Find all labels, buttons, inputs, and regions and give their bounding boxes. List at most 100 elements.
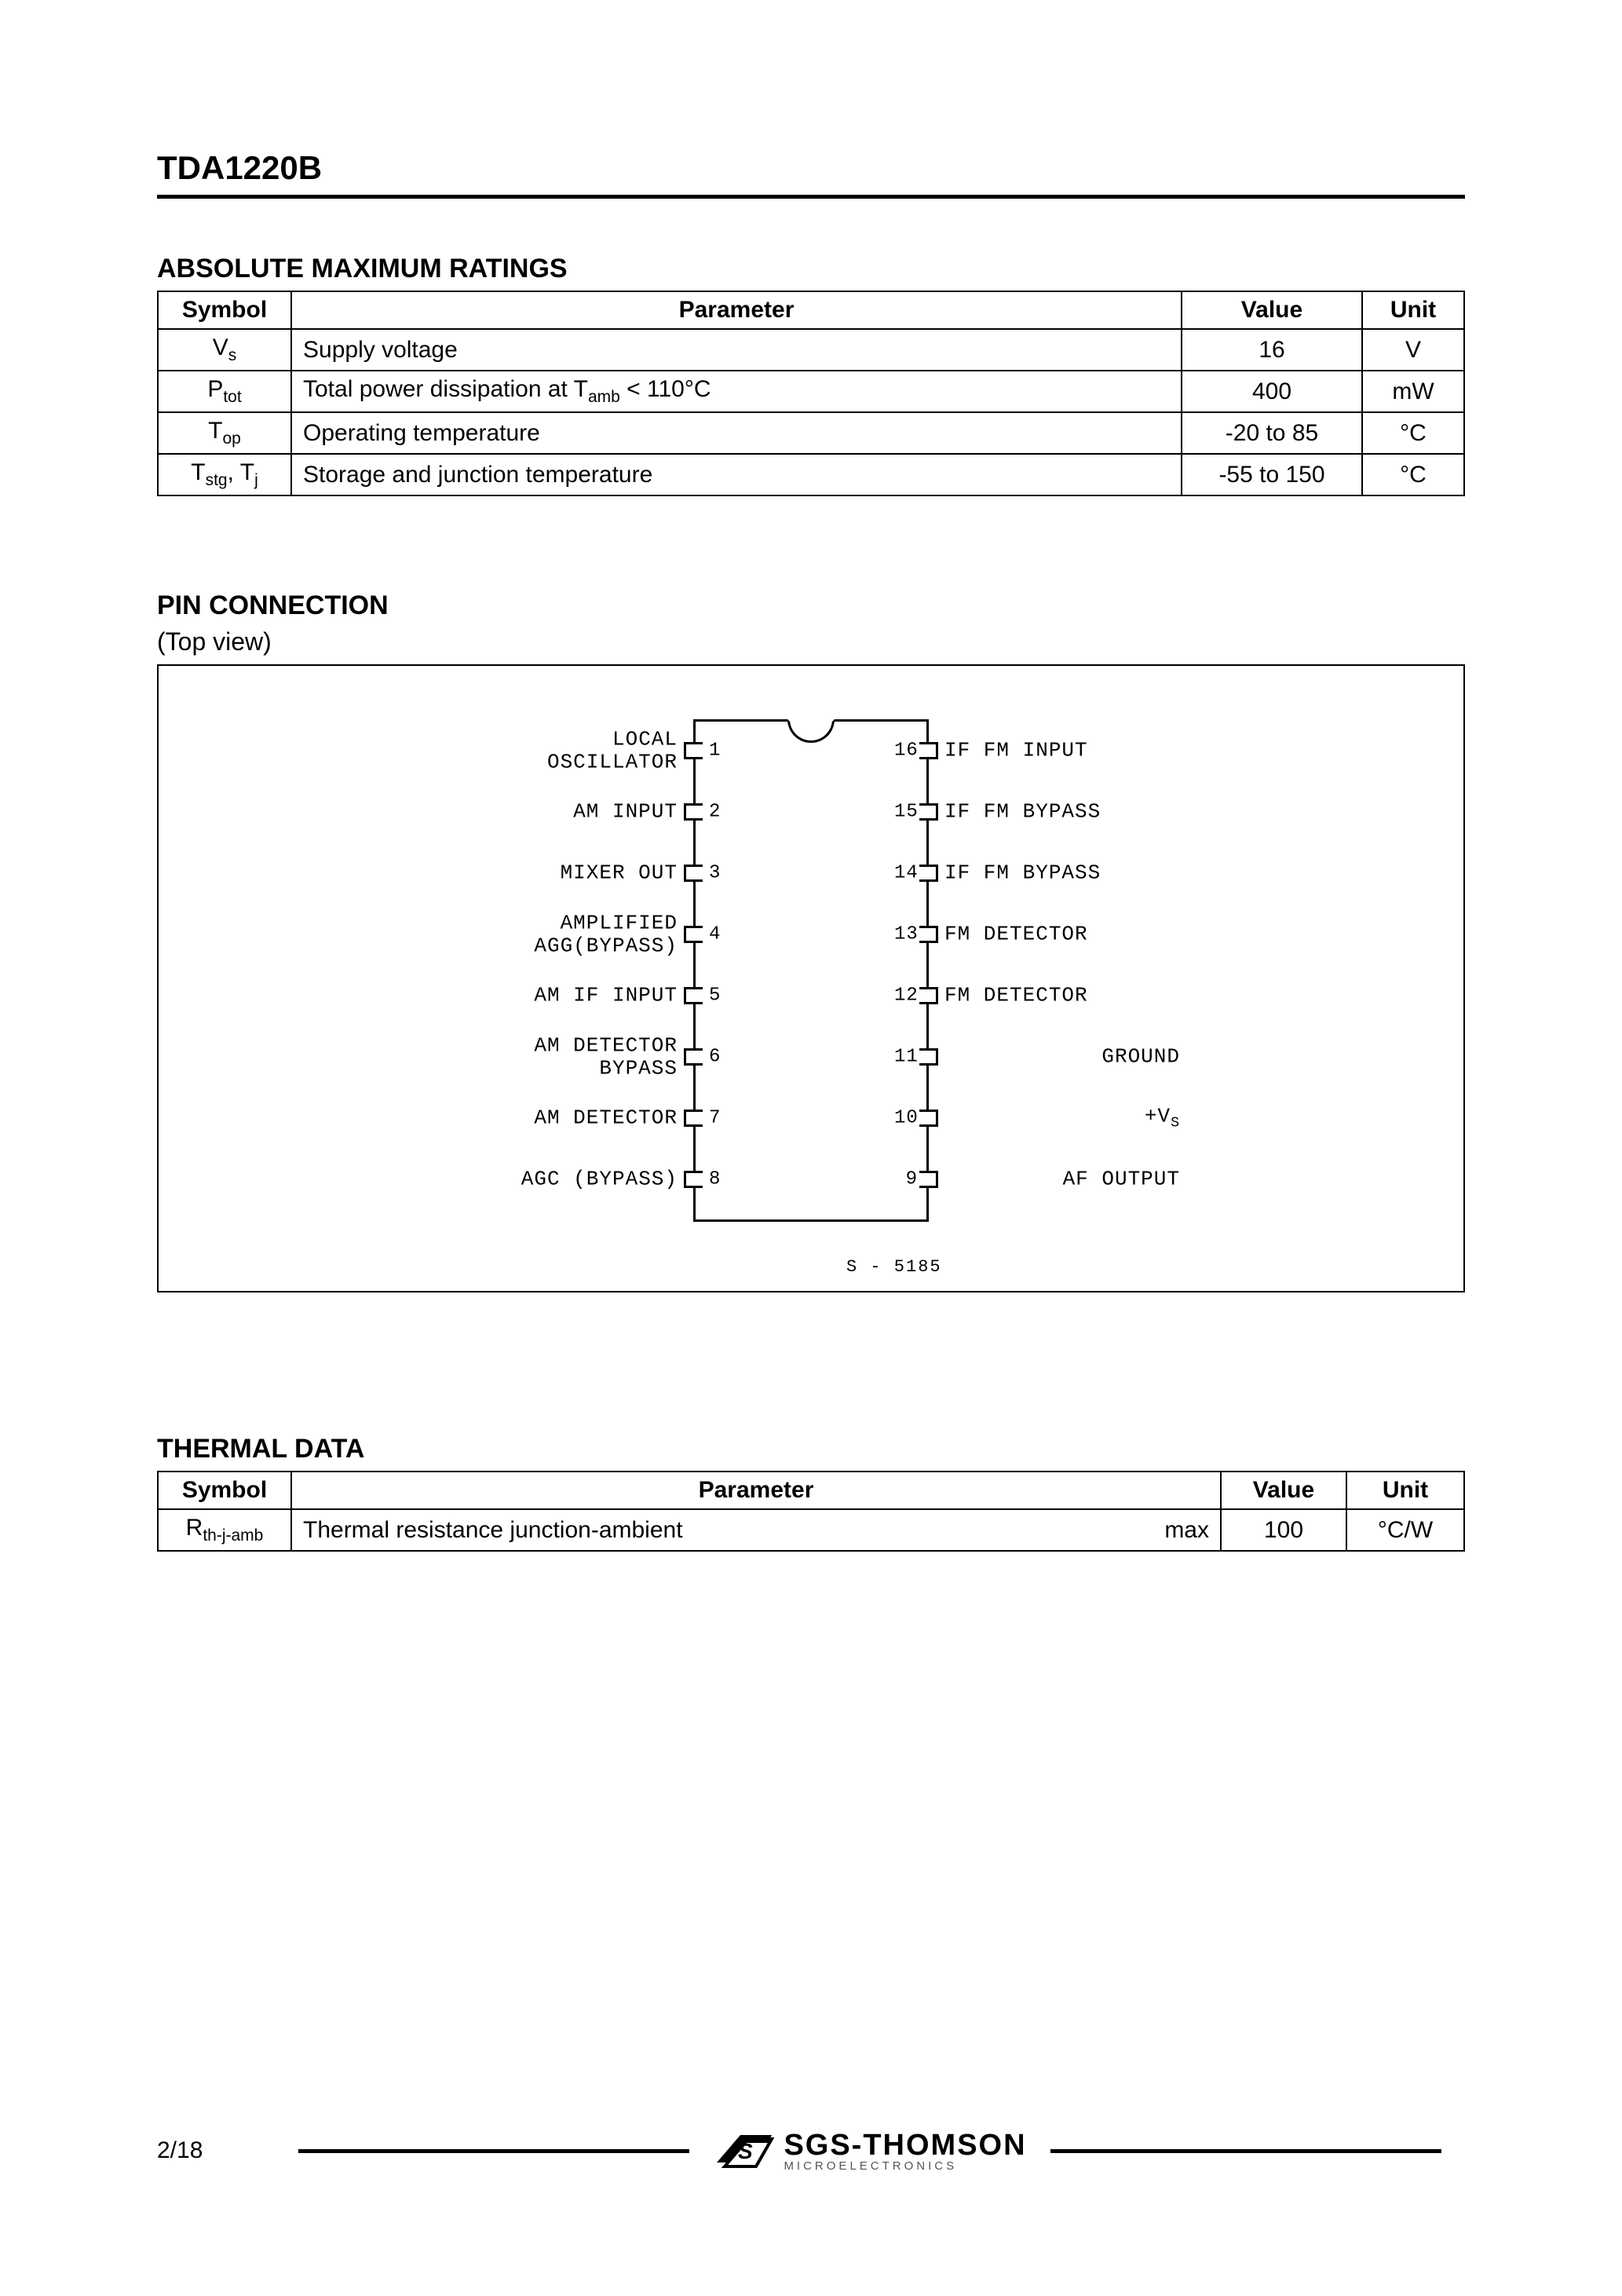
cell-value: -55 to 150 [1182, 454, 1362, 495]
pin-tick-right [919, 865, 938, 882]
pin-tick-left [684, 1110, 703, 1127]
pin-label-right: IF FM INPUT [944, 740, 1180, 762]
cell-value: 100 [1221, 1509, 1346, 1551]
abs-max-th-unit: Unit [1362, 291, 1464, 329]
pin-label-right: AF OUTPUT [944, 1168, 1180, 1191]
footer-rule-right [1050, 2149, 1441, 2153]
pin-tick-left [684, 742, 703, 759]
pin-conn-title: PIN CONNECTION [157, 590, 1465, 621]
pin-diagram-frame: LOCALOSCILLATOR116IF FM INPUTAM INPUT215… [157, 664, 1465, 1292]
pin-number-left: 1 [709, 740, 721, 762]
table-row: Tstg, TjStorage and junction temperature… [158, 454, 1464, 495]
pin-number-left: 6 [709, 1047, 721, 1068]
pin-label-left: AMPLIFIEDAGG(BYPASS) [442, 912, 678, 956]
pin-label-left: AM DETECTORBYPASS [442, 1034, 678, 1079]
cell-param: Operating temperature [291, 412, 1182, 454]
cell-param: Thermal resistance junction-ambientmax [291, 1509, 1221, 1551]
chip-body [693, 719, 929, 1222]
pin-number-left: 5 [709, 985, 721, 1007]
page-number: 2/18 [157, 2137, 275, 2164]
cell-value: 16 [1182, 329, 1362, 371]
logo-text-sub: MICROELECTRONICS [784, 2160, 1026, 2172]
cell-value: -20 to 85 [1182, 412, 1362, 454]
pin-tick-left [684, 865, 703, 882]
pin-number-left: 2 [709, 802, 721, 823]
pin-label-right: IF FM BYPASS [944, 862, 1180, 885]
st-logo: S T SGS-THOMSON MICROELECTRONICS [713, 2127, 1026, 2174]
pin-label-right: GROUND [944, 1046, 1180, 1069]
cell-unit: V [1362, 329, 1464, 371]
pin-tick-left [684, 1048, 703, 1066]
abs-max-title: ABSOLUTE MAXIMUM RATINGS [157, 254, 1465, 284]
pin-label-right: IF FM BYPASS [944, 801, 1180, 824]
part-number: TDA1220B [157, 149, 1465, 187]
pin-tick-right [919, 1048, 938, 1066]
svg-text:T: T [751, 2139, 766, 2163]
pin-tick-right [919, 987, 938, 1004]
pin-label-left: MIXER OUT [442, 862, 678, 885]
pin-tick-right [919, 1110, 938, 1127]
pin-label-right: +VS [944, 1105, 1180, 1131]
cell-unit: °C [1362, 412, 1464, 454]
pin-number-right: 14 [894, 863, 918, 884]
pin-label-right: FM DETECTOR [944, 923, 1180, 946]
cell-symbol: Tstg, Tj [158, 454, 291, 495]
pin-label-left: AGC (BYPASS) [442, 1168, 678, 1191]
cell-param: Total power dissipation at Tamb < 110°C [291, 371, 1182, 412]
thermal-th-param: Parameter [291, 1472, 1221, 1509]
pin-number-right: 13 [894, 924, 918, 945]
abs-max-th-param: Parameter [291, 291, 1182, 329]
pin-tick-right [919, 803, 938, 821]
pin-label-left: AM IF INPUT [442, 985, 678, 1007]
pin-number-left: 7 [709, 1108, 721, 1129]
table-row: PtotTotal power dissipation at Tamb < 11… [158, 371, 1464, 412]
pin-tick-left [684, 1171, 703, 1188]
cell-param: Storage and junction temperature [291, 454, 1182, 495]
cell-symbol: Top [158, 412, 291, 454]
cell-unit: °C [1362, 454, 1464, 495]
cell-unit: mW [1362, 371, 1464, 412]
pin-tick-right [919, 742, 938, 759]
pin-tick-left [684, 987, 703, 1004]
datasheet-page: TDA1220B ABSOLUTE MAXIMUM RATINGS Symbol… [0, 0, 1622, 2296]
pin-number-right: 12 [894, 985, 918, 1007]
cell-unit: °C/W [1346, 1509, 1464, 1551]
abs-max-th-value: Value [1182, 291, 1362, 329]
logo-text-main: SGS-THOMSON [784, 2130, 1026, 2160]
cell-param: Supply voltage [291, 329, 1182, 371]
pin-number-left: 8 [709, 1169, 721, 1190]
cell-symbol: Vs [158, 329, 291, 371]
pin-label-left: LOCALOSCILLATOR [442, 728, 678, 773]
pin-number-left: 4 [709, 924, 721, 945]
thermal-th-symbol: Symbol [158, 1472, 291, 1509]
thermal-title: THERMAL DATA [157, 1434, 1465, 1464]
cell-value: 400 [1182, 371, 1362, 412]
thermal-th-unit: Unit [1346, 1472, 1464, 1509]
pin-diagram: LOCALOSCILLATOR116IF FM INPUTAM INPUT215… [458, 704, 1164, 1253]
table-row: Rth-j-ambThermal resistance junction-amb… [158, 1509, 1464, 1551]
chip-notch [787, 719, 835, 743]
abs-max-th-symbol: Symbol [158, 291, 291, 329]
st-logo-icon: S T [713, 2127, 776, 2174]
abs-max-table: Symbol Parameter Value Unit VsSupply vol… [157, 291, 1465, 496]
pin-number-right: 9 [894, 1169, 918, 1190]
pin-label-left: AM DETECTOR [442, 1107, 678, 1130]
cell-symbol: Rth-j-amb [158, 1509, 291, 1551]
pin-number-right: 10 [894, 1108, 918, 1129]
pin-tick-left [684, 803, 703, 821]
cell-symbol: Ptot [158, 371, 291, 412]
pin-number-right: 15 [894, 802, 918, 823]
pin-label-right: FM DETECTOR [944, 985, 1180, 1007]
diagram-code: S - 5185 [846, 1257, 942, 1277]
pin-tick-left [684, 926, 703, 943]
table-row: TopOperating temperature-20 to 85°C [158, 412, 1464, 454]
page-footer: 2/18 S T SGS-THOMSON MICROELECTRONICS [157, 2115, 1465, 2186]
header-rule [157, 195, 1465, 199]
pin-number-right: 11 [894, 1047, 918, 1068]
footer-rule-left [298, 2149, 689, 2153]
pin-tick-right [919, 926, 938, 943]
thermal-table: Symbol Parameter Value Unit Rth-j-ambThe… [157, 1471, 1465, 1552]
pin-number-right: 16 [894, 740, 918, 762]
pin-number-left: 3 [709, 863, 721, 884]
table-row: VsSupply voltage16V [158, 329, 1464, 371]
